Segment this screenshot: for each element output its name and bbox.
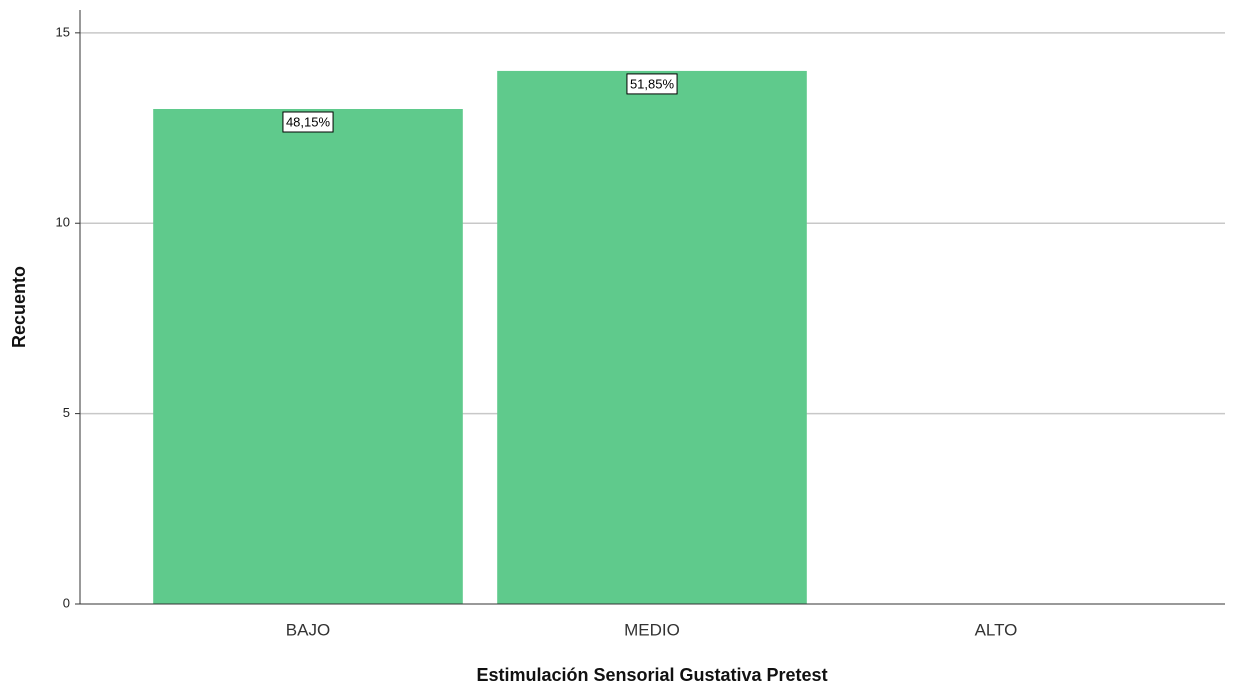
data-label-box bbox=[282, 111, 334, 133]
data-label: 51,85% bbox=[626, 73, 678, 95]
x-tick-label: BAJO bbox=[286, 620, 330, 639]
x-axis-title: Estimulación Sensorial Gustativa Pretest bbox=[476, 665, 827, 685]
data-label-box bbox=[626, 73, 678, 95]
y-axis-title: Recuento bbox=[9, 266, 29, 348]
data-label-text: 51,85% bbox=[630, 76, 675, 91]
y-tick-label: 5 bbox=[63, 405, 70, 420]
x-tick-label: ALTO bbox=[975, 620, 1018, 639]
x-tick-label: MEDIO bbox=[624, 620, 680, 639]
bar bbox=[497, 70, 807, 604]
y-tick-label: 15 bbox=[56, 24, 70, 39]
y-tick-label: 10 bbox=[56, 215, 70, 230]
bar bbox=[153, 109, 463, 604]
data-label: 48,15% bbox=[282, 111, 334, 133]
data-label-text: 48,15% bbox=[286, 114, 331, 129]
y-tick-label: 0 bbox=[63, 595, 70, 610]
